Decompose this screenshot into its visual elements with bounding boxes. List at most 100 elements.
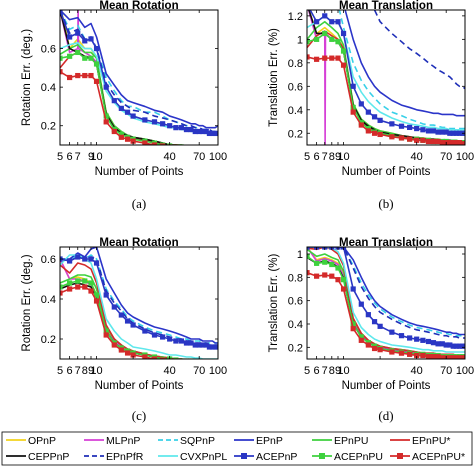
- data-point-acepnpu-star: [111, 342, 117, 348]
- data-point-acepnp: [350, 83, 356, 89]
- data-point-acepnp: [192, 128, 198, 135]
- series-line-sqpnp: [60, 254, 218, 344]
- series-line-epnpu-star: [307, 30, 465, 144]
- legend-label: EPnPfR: [106, 451, 144, 463]
- data-point-acepnp: [200, 128, 206, 135]
- data-point-acepnp: [67, 258, 73, 264]
- data-point-acepnpu-star: [425, 354, 432, 359]
- legend-label: MLPnP: [106, 435, 140, 447]
- series-line-acepnp: [60, 10, 218, 135]
- series-line-epnpfr: [373, 10, 465, 90]
- data-point-acepnpu-star: [350, 109, 356, 115]
- data-point-acepnpu-star: [365, 128, 371, 134]
- x-tick-label: 10: [337, 151, 349, 163]
- data-point-acepnp: [173, 338, 179, 344]
- series-line-ceppnp: [60, 282, 175, 359]
- data-point-acepnp: [103, 84, 109, 90]
- data-point-acepnpu-star: [430, 354, 437, 359]
- data-point-acepnp: [215, 344, 218, 350]
- data-point-acepnpu-star: [456, 140, 463, 145]
- data-point-acepnpu: [82, 55, 88, 61]
- data-point-acepnpu-star: [160, 357, 166, 359]
- data-point-acepnp: [425, 338, 432, 345]
- x-tick-label: 7: [322, 365, 328, 377]
- data-point-acepnp: [443, 342, 449, 348]
- data-point-acepnp: [447, 342, 453, 348]
- data-point-acepnp: [371, 319, 378, 325]
- data-point-acepnp: [111, 98, 117, 104]
- data-point-acepnp: [93, 45, 100, 52]
- data-point-acepnp: [377, 117, 383, 123]
- x-tick-label: 70: [440, 365, 452, 377]
- y-tick-label: 1: [297, 34, 303, 46]
- data-point-acepnp: [88, 36, 94, 42]
- y-tick-label: 1.2: [288, 11, 303, 23]
- y-tick-label: 0.2: [288, 342, 303, 354]
- data-point-acepnpu-star: [420, 352, 426, 359]
- data-point-acepnpu: [314, 36, 320, 42]
- data-point-acepnpu-star: [414, 352, 420, 359]
- x-axis-label: Number of Points: [342, 380, 431, 392]
- legend-label: ACEPnPU*: [412, 451, 465, 463]
- data-point-acepnpu: [307, 39, 310, 45]
- plot-area: [60, 10, 218, 145]
- data-point-acepnpu-star: [425, 138, 432, 145]
- data-point-acepnp: [314, 19, 320, 25]
- data-point-acepnp: [414, 336, 420, 342]
- legend-marker: [319, 453, 325, 459]
- data-point-acepnpu-star: [184, 359, 189, 364]
- data-point-acepnp: [209, 130, 216, 137]
- panel-c: 5 6 7 8 910 40 70 100 0.2 0.4 0.6 Mean Rotation Numb…: [21, 237, 227, 423]
- chart-title: Mean Rotation: [99, 0, 178, 12]
- data-point-acepnp: [178, 125, 185, 131]
- data-point-acepnpu: [322, 30, 328, 37]
- series-line-mlpnp: [307, 10, 465, 145]
- data-point-acepnpu-star: [456, 355, 463, 359]
- data-point-acepnp: [420, 127, 426, 133]
- data-point-acepnpu: [335, 39, 341, 45]
- axes-frame: [59, 9, 219, 146]
- data-point-acepnp: [200, 342, 206, 348]
- data-point-acepnpu-star: [398, 350, 405, 356]
- data-point-acepnpu: [350, 321, 356, 327]
- data-point-acepnp: [206, 130, 213, 137]
- data-point-acepnp: [322, 13, 328, 19]
- data-point-acepnp: [160, 334, 166, 340]
- data-point-acepnpu-star: [103, 332, 109, 338]
- y-axis-label: Translation Err. (%): [268, 254, 280, 353]
- y-axis-label: Rotation Err. (deg.): [21, 29, 33, 126]
- data-point-acepnpu-star: [60, 290, 63, 296]
- data-point-acepnpu-star: [82, 284, 88, 290]
- data-point-acepnp: [212, 344, 218, 350]
- data-point-acepnp: [75, 254, 81, 260]
- data-point-acepnpu-star: [151, 142, 158, 145]
- series-line-epnp: [60, 247, 218, 344]
- data-point-acepnp: [82, 38, 88, 44]
- data-point-acepnpu-star: [93, 78, 100, 84]
- data-point-acepnp: [365, 109, 371, 115]
- data-point-acepnp: [340, 30, 347, 37]
- data-point-acepnpu-star: [439, 355, 445, 359]
- y-axis-label: Translation Err. (%): [268, 28, 280, 127]
- data-point-acepnpu-star: [453, 355, 460, 359]
- data-point-acepnpu: [340, 48, 347, 54]
- data-point-acepnp: [196, 342, 202, 348]
- data-point-acepnpu-star: [340, 62, 347, 68]
- x-tick-label: 6: [314, 151, 320, 163]
- data-point-acepnp: [124, 318, 131, 324]
- data-point-acepnp: [82, 256, 88, 262]
- data-point-acepnpu-star: [307, 54, 310, 60]
- data-point-acepnpu-star: [160, 143, 166, 145]
- panel-b: 5 6 7 8 910 40 70 100 0.2 0.4 0.6 0.8 1 1.2 Mean Trans…: [268, 0, 474, 211]
- x-tick-label: 7: [75, 151, 81, 163]
- data-point-acepnp: [358, 301, 364, 307]
- data-point-acepnp: [389, 329, 395, 335]
- data-point-acepnpu: [93, 292, 100, 298]
- data-point-acepnp: [350, 286, 356, 292]
- data-point-acepnp: [453, 343, 460, 349]
- data-point-acepnp: [142, 328, 148, 334]
- x-tick-label: 100: [209, 151, 227, 163]
- x-tick-label: 100: [209, 365, 227, 377]
- data-point-acepnp: [196, 128, 202, 135]
- x-tick-label: 40: [164, 151, 176, 163]
